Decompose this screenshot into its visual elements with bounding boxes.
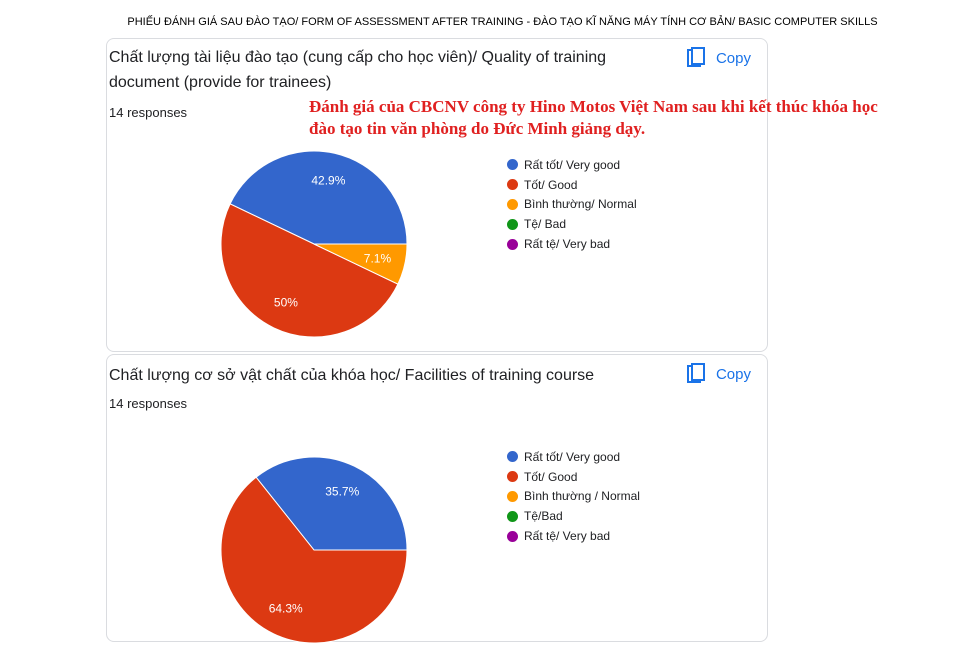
- legend-swatch: [507, 530, 518, 542]
- slice-label: 35.7%: [325, 484, 359, 498]
- legend-label: Tốt/ Good: [524, 469, 578, 484]
- copy-chart-button[interactable]: Copy: [686, 363, 751, 385]
- legend-swatch: [507, 238, 518, 250]
- legend-swatch: [507, 451, 518, 463]
- response-count: 14 responses: [109, 105, 188, 120]
- legend-swatch: [507, 159, 518, 171]
- legend-label: Bình thường / Normal: [524, 489, 640, 504]
- question-title: Chất lượng tài liệu đào tạo (cung cấp ch…: [109, 49, 607, 91]
- legend-item: Rất tệ/ Very bad: [507, 234, 637, 254]
- legend-swatch: [507, 510, 518, 522]
- copy-icon: [686, 47, 705, 67]
- copy-icon: [686, 363, 705, 383]
- question-card-facilities: Chất lượng cơ sở vật chất của khóa học/ …: [106, 354, 768, 644]
- page-title: PHIẾU ĐÁNH GIÁ SAU ĐÀO TẠO/ FORM OF ASSE…: [127, 16, 878, 28]
- slice-label: 64.3%: [269, 602, 303, 616]
- legend-label: Tệ/ Bad: [524, 217, 567, 232]
- legend-label: Rất tệ/ Very bad: [524, 237, 611, 252]
- pie-slice: [229, 150, 408, 245]
- legend-item: Tệ/Bad: [507, 506, 640, 526]
- legend: Rất tốt/ Very good Tốt/ Good Bình thường/ …: [507, 155, 637, 254]
- annotation: Đánh giá của CBCNV công ty Hino Motos Vi…: [309, 96, 967, 140]
- legend-label: Rất tốt/ Very good: [524, 449, 621, 464]
- legend-swatch: [507, 198, 518, 210]
- legend-item: Rất tệ/ Very bad: [507, 526, 640, 546]
- legend-item: Tốt/ Good: [507, 467, 640, 487]
- slice-label: 7.1%: [364, 251, 392, 265]
- legend-label: Bình thường/ Normal: [524, 197, 637, 212]
- legend-swatch: [507, 179, 518, 191]
- annotation-line-2: đào tạo tin văn phòng do Đức Minh giảng …: [309, 119, 646, 138]
- copy-label: Copy: [715, 365, 751, 383]
- legend-label: Tốt/ Good: [524, 177, 578, 192]
- legend-item: Bình thường/ Normal: [507, 195, 637, 215]
- annotation-line-1: Đánh giá của CBCNV công ty Hino Motos Vi…: [309, 97, 878, 116]
- legend-swatch: [507, 490, 518, 502]
- legend-item: Rất tốt/ Very good: [507, 447, 640, 467]
- legend-swatch: [507, 471, 518, 483]
- legend-label: Tệ/Bad: [524, 509, 563, 524]
- response-count: 14 responses: [109, 396, 188, 411]
- copy-label: Copy: [715, 49, 751, 67]
- question-title: Chất lượng cơ sở vật chất của khóa học/ …: [109, 367, 595, 384]
- question-card-training-document: Chất lượng tài liệu đào tạo (cung cấp ch…: [106, 38, 768, 352]
- legend-label: Rất tốt/ Very good: [524, 157, 621, 172]
- slice-label: 42.9%: [311, 174, 345, 188]
- pie-slice: [220, 203, 399, 338]
- legend: Rất tốt/ Very good Tốt/ Good Bình thường /…: [507, 447, 640, 546]
- legend-item: Bình thường / Normal: [507, 487, 640, 507]
- pie-slice: [255, 456, 408, 551]
- legend-swatch: [507, 218, 518, 230]
- slice-label: 50%: [274, 296, 298, 310]
- pie-chart: 42.9% 50% 7.1%: [220, 150, 408, 338]
- copy-chart-button[interactable]: Copy: [686, 47, 751, 69]
- legend-item: Tệ/ Bad: [507, 214, 637, 234]
- legend-label: Rất tệ/ Very bad: [524, 529, 611, 544]
- legend-item: Tốt/ Good: [507, 175, 637, 195]
- pie-slice: [220, 476, 408, 644]
- legend-item: Rất tốt/ Very good: [507, 155, 637, 175]
- pie-chart: 35.7% 64.3%: [220, 456, 408, 644]
- pie-slice: [313, 243, 408, 285]
